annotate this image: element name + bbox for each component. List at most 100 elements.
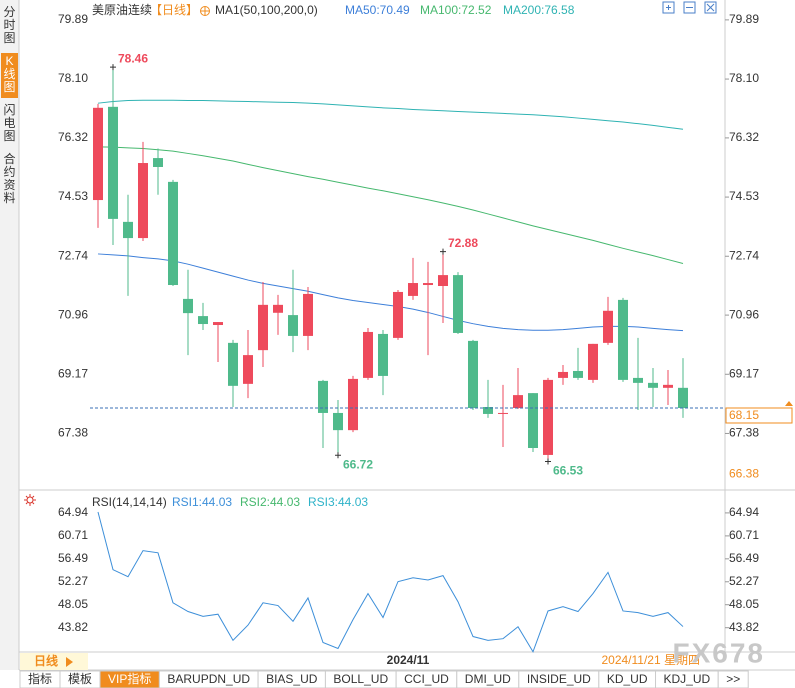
extreme-marker <box>440 248 446 255</box>
sidebar-tab-label[interactable]: 图 <box>3 80 15 94</box>
candle-body <box>573 370 583 378</box>
candle-body <box>168 181 178 286</box>
indicator-tab[interactable]: DMI_UD <box>465 672 511 686</box>
indicator-tab[interactable]: KD_UD <box>607 672 648 686</box>
y-tick-label: 69.17 <box>58 366 88 380</box>
sidebar-tab-label[interactable]: 图 <box>3 31 15 45</box>
sidebar-tab[interactable] <box>1 53 18 98</box>
y-tick-label: 69.17 <box>729 366 759 380</box>
candle-body <box>183 298 193 314</box>
watermark: FX678 <box>673 637 766 668</box>
indicator-tab[interactable]: KDJ_UD <box>664 672 711 686</box>
ma-line <box>97 253 684 332</box>
y-tick-label: 43.82 <box>729 620 759 634</box>
indicator-tab[interactable]: CCI_UD <box>404 672 449 686</box>
y-tick-label: 78.10 <box>729 71 759 85</box>
candle-body <box>603 310 613 343</box>
y-tick-label: 74.53 <box>729 189 759 203</box>
y-tick-label: 56.49 <box>58 551 88 565</box>
extreme-marker <box>545 458 551 465</box>
sidebar-tab-label[interactable]: 合 <box>3 151 15 166</box>
indicator-tab[interactable]: 模板 <box>68 672 92 686</box>
y-tick-label: 48.05 <box>729 597 759 611</box>
candle-body <box>273 304 283 313</box>
candle-body <box>348 378 358 431</box>
candle-body <box>558 371 568 378</box>
indicator-tab[interactable]: >> <box>726 672 740 686</box>
candle-body <box>393 291 403 338</box>
sidebar-tab[interactable] <box>1 4 18 49</box>
toolbar-icon[interactable] <box>662 1 675 14</box>
y-tick-label: 78.10 <box>58 71 88 85</box>
last-price-label: 68.15 <box>729 408 759 422</box>
sidebar-tab-label[interactable]: 约 <box>3 164 15 179</box>
toolbar-icon[interactable] <box>704 1 717 14</box>
toolbar-icon[interactable] <box>683 1 696 14</box>
legend-entry: RSI1:44.03 <box>172 495 232 509</box>
y-tick-label: 70.96 <box>729 307 759 321</box>
y-tick-label: 67.38 <box>729 426 759 440</box>
y-tick-label: 72.74 <box>58 248 88 262</box>
sidebar-tab-label[interactable]: 图 <box>3 129 15 143</box>
candle-body <box>483 407 493 414</box>
indicator-tab-bg[interactable] <box>717 670 749 688</box>
sidebar-tab[interactable] <box>1 151 18 209</box>
candle-body <box>468 340 478 408</box>
sidebar-tab-label[interactable]: 电 <box>3 116 15 130</box>
candle-body <box>498 412 508 414</box>
indicator-tabs: 指标 模板 VIP指标 BARUPDN_UD BIAS_UD BOLL_UD CCI_UD D… <box>19 670 749 688</box>
period-label[interactable]: 【日线】 <box>150 3 198 17</box>
candle-body <box>363 331 373 378</box>
rsi-line <box>97 511 684 653</box>
indicator-tab[interactable]: BARUPDN_UD <box>167 672 250 686</box>
y-tick-label: 64.94 <box>58 505 88 519</box>
indicator-tab[interactable]: VIP指标 <box>108 671 151 686</box>
indicator-tab[interactable]: INSIDE_UD <box>527 672 591 686</box>
extreme-marker <box>110 64 116 71</box>
candle-body <box>648 382 658 388</box>
current-date: 2024/11/21 星期四 <box>601 653 700 667</box>
candle-body <box>93 107 103 201</box>
candle-body <box>438 275 448 287</box>
candle-body <box>513 395 523 408</box>
candle-body <box>423 283 433 286</box>
candle-body <box>333 412 343 431</box>
extreme-label: 72.88 <box>448 236 478 250</box>
ma-line <box>97 99 684 130</box>
period-button-bg <box>20 653 88 670</box>
sidebar-tab-label[interactable]: 时 <box>3 18 15 32</box>
candle-body <box>303 293 313 336</box>
sidebar-tab-label[interactable]: K <box>5 54 13 68</box>
settings-icon[interactable] <box>24 494 36 506</box>
candle-body <box>258 304 268 351</box>
sidebar-tab-label[interactable]: 闪 <box>3 103 15 117</box>
sidebar-tab-label[interactable]: 线 <box>3 67 15 81</box>
candle-body <box>123 221 133 239</box>
indicator-tab[interactable]: 指标 <box>28 671 52 686</box>
extreme-label: 78.46 <box>118 51 148 65</box>
y-tick-label: 76.32 <box>729 130 759 144</box>
legend-entry: MA50:70.49 <box>345 3 410 17</box>
indicator-tab[interactable]: BOLL_UD <box>333 672 388 686</box>
y-tick-label: 60.71 <box>729 528 759 542</box>
legend-entry: RSI3:44.03 <box>308 495 368 509</box>
indicator-tab[interactable]: BIAS_UD <box>266 672 318 686</box>
candle-body <box>678 387 688 408</box>
candle-body <box>663 384 673 388</box>
period-arrow <box>66 657 73 667</box>
y-tick-label: 72.74 <box>729 248 759 262</box>
add-icon[interactable] <box>200 6 210 16</box>
candle-body <box>633 377 643 383</box>
sidebar-tab-label[interactable]: 分 <box>3 5 15 19</box>
period-button[interactable]: 日线 <box>34 653 58 668</box>
sidebar-tab-label[interactable]: 料 <box>3 191 15 205</box>
last-price-box <box>725 407 793 424</box>
y-tick-label: 76.32 <box>58 130 88 144</box>
y-tick-label: 52.27 <box>58 574 88 588</box>
y-tick-label: 64.94 <box>729 505 759 519</box>
extreme-marker <box>335 452 341 459</box>
sidebar-tab[interactable] <box>1 102 18 147</box>
sidebar-tab-label[interactable]: 资 <box>3 178 15 192</box>
candle-body <box>153 158 163 167</box>
